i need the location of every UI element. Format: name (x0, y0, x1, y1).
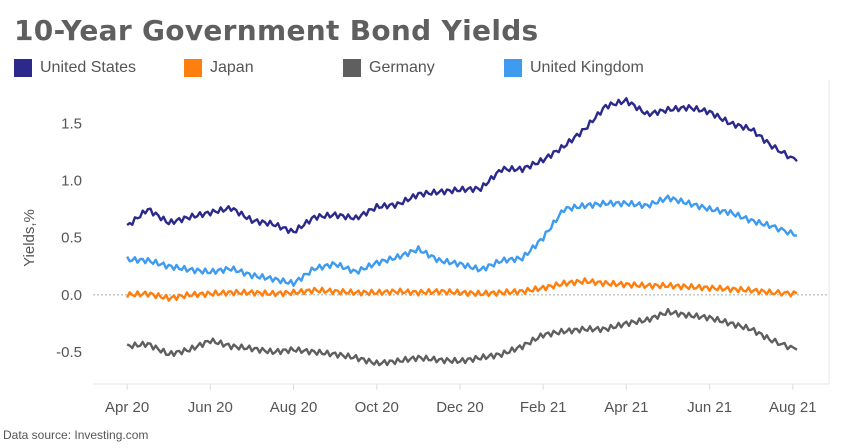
x-tick-label: Feb 21 (520, 399, 567, 416)
legend-label: United Kingdom (530, 59, 644, 76)
x-tick-label: Jun 20 (188, 399, 233, 416)
legend-swatch (504, 59, 522, 77)
legend-label: Japan (210, 59, 254, 76)
y-tick-label: 0.0 (61, 287, 82, 304)
y-tick-label: -0.5 (56, 344, 82, 361)
x-tick-label: Apr 21 (604, 399, 648, 416)
chart-title: 10-Year Government Bond Yields (14, 14, 539, 47)
legend-item-united-states[interactable]: United States (14, 59, 136, 77)
legend-swatch (184, 59, 202, 77)
x-tick-label: Jun 21 (687, 399, 732, 416)
legend-item-germany[interactable]: Germany (343, 59, 435, 77)
legend-item-japan[interactable]: Japan (184, 59, 254, 77)
series-line-japan (126, 277, 798, 302)
x-tick-label: Dec 20 (436, 399, 484, 416)
x-tick-label: Oct 20 (355, 399, 399, 416)
series-line-germany (126, 307, 798, 367)
y-tick-label: 1.0 (61, 173, 82, 190)
y-tick-label: 1.5 (61, 115, 82, 132)
legend-label: Germany (369, 59, 435, 76)
legend: United States Japan Germany United Kingd… (14, 59, 714, 81)
legend-label: United States (40, 59, 137, 76)
series-line-united-states (126, 97, 798, 235)
data-source-note: Data source: Investing.com (3, 428, 149, 442)
legend-item-united-kingdom[interactable]: United Kingdom (504, 59, 644, 77)
x-tick-label: Aug 20 (270, 399, 318, 416)
y-axis-label: Yields,% (21, 209, 38, 267)
legend-swatch (343, 59, 361, 77)
y-tick-label: 0.5 (61, 230, 82, 247)
legend-swatch (14, 59, 32, 77)
x-tick-label: Aug 21 (769, 399, 817, 416)
series-line-united-kingdom (126, 194, 798, 287)
x-tick-label: Apr 20 (105, 399, 149, 416)
